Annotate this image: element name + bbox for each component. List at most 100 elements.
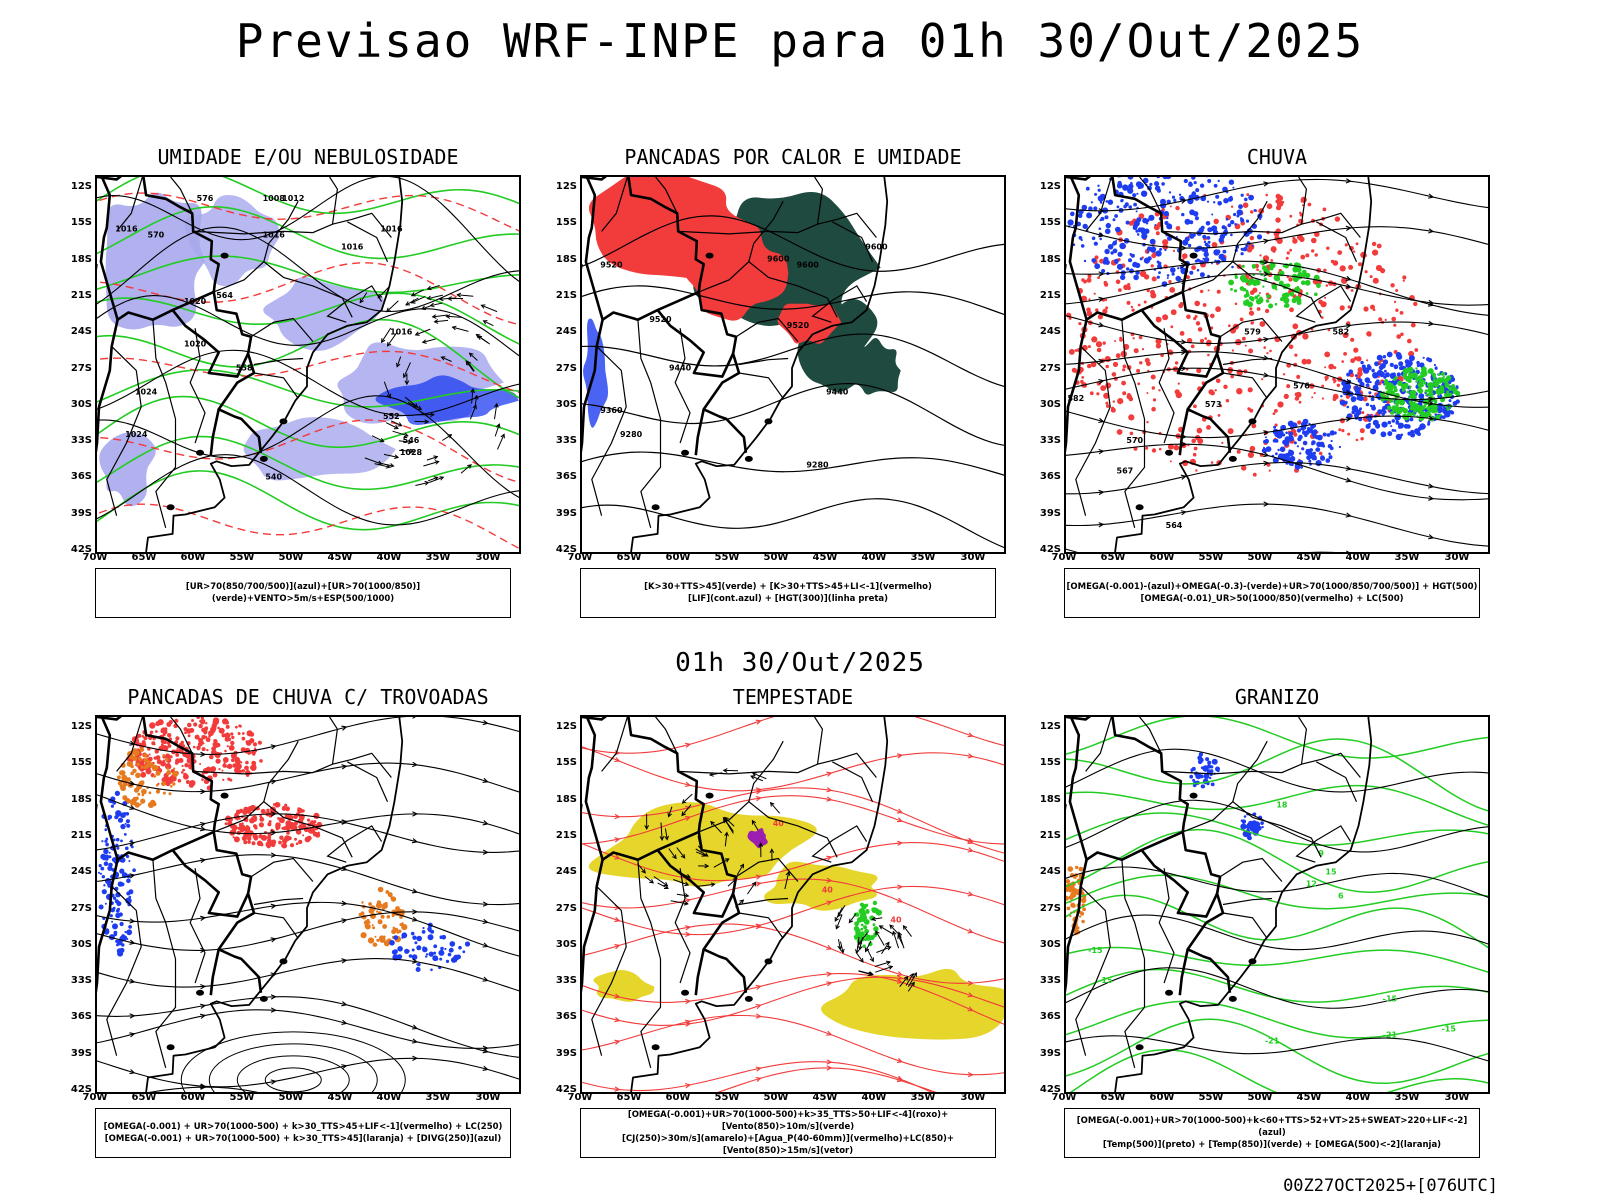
layer-isobars: [97, 177, 519, 526]
lon-tick-label: 50W: [763, 552, 789, 563]
lat-tick-label: 39S: [555, 508, 577, 519]
lon-tick-label: 60W: [180, 1092, 206, 1103]
cyclone-contours: [180, 1031, 406, 1092]
state-border: [329, 177, 339, 225]
state-border: [591, 345, 627, 516]
state-border: [116, 177, 143, 232]
lat-tick-label: 33S: [70, 435, 92, 446]
state-border: [1075, 345, 1111, 516]
lake: [196, 989, 205, 996]
lon-tick-label: 35W: [1394, 552, 1420, 563]
state-border: [253, 897, 304, 906]
state-border: [1219, 857, 1283, 882]
contour-label: 9600: [797, 261, 820, 270]
lon-tick-label: 45W: [1296, 552, 1322, 563]
state-border: [1222, 372, 1268, 399]
lon-tick-label: 50W: [763, 1092, 789, 1103]
contour-label: 1016: [115, 224, 138, 233]
lake: [744, 455, 753, 462]
lon-tick-label: 45W: [812, 1092, 838, 1103]
contour-label: 9520: [649, 315, 672, 324]
panel-chuva: CHUVA 582 579 576 573 570 567 564 582 12S 15S 18S 21…: [1027, 145, 1527, 635]
contour-label: 1016: [390, 327, 413, 336]
state-border: [678, 212, 877, 238]
country-border: [582, 717, 705, 833]
country-border: [1068, 177, 1184, 321]
contour-label: 9440: [669, 364, 692, 373]
country-border: [582, 177, 705, 293]
state-border: [253, 372, 299, 399]
state-border: [1295, 285, 1352, 323]
country-border: [582, 319, 604, 453]
lon-tick-label: 70W: [1051, 1092, 1077, 1103]
contour-label: 1016: [380, 224, 403, 233]
lake: [1189, 252, 1198, 259]
state-border: [116, 717, 143, 772]
lon-tick-label: 70W: [82, 552, 108, 563]
country-border: [97, 859, 119, 993]
state-border: [263, 200, 299, 262]
legend-box: [OMEGA(-0.001) + UR>70(1000-500) + k>30_…: [95, 1108, 511, 1158]
lon-tick-label: 55W: [229, 1092, 255, 1103]
lat-tick-label: 33S: [70, 975, 92, 986]
map-svg: -15 -15 -15 -15 -21 -21 18 15 12 9 6: [1066, 717, 1488, 1092]
lat-tick-label: 21S: [70, 830, 92, 841]
contour-label: 1008: [263, 194, 286, 203]
state-border: [601, 177, 628, 232]
state-border: [1121, 319, 1146, 528]
contour-label: 1028: [400, 448, 423, 457]
lon-tick-label: 30W: [475, 1092, 501, 1103]
layer-lc850: [582, 717, 1004, 1092]
state-border: [637, 859, 662, 1068]
lat-tick-label: 12S: [70, 721, 92, 732]
state-border: [193, 212, 392, 238]
state-border: [1222, 897, 1273, 906]
state-border: [152, 859, 177, 1068]
lat-tick-label: 18S: [1039, 794, 1061, 805]
contour-label: -15: [1088, 946, 1103, 955]
contour-label: 12: [1306, 879, 1317, 888]
lon-tick-label: 65W: [616, 552, 642, 563]
legend-line: [OMEGA(-0.001) + UR>70(1000-500) + k>30_…: [103, 1122, 503, 1132]
lake: [705, 792, 714, 799]
lake: [1165, 449, 1174, 456]
lat-tick-label: 36S: [555, 471, 577, 482]
legend-line: [OMEGA(-0.001)+UR>70(1000-500)+k<60+TTS>…: [1076, 1116, 1468, 1138]
contour-label: -21: [1265, 1037, 1280, 1046]
lon-tick-label: 65W: [616, 1092, 642, 1103]
lat-tick-label: 21S: [70, 290, 92, 301]
state-border: [1298, 717, 1308, 765]
state-border: [814, 717, 824, 765]
lake: [681, 989, 690, 996]
lat-tick-label: 21S: [555, 290, 577, 301]
coastline-east: [1114, 717, 1373, 1092]
lake: [651, 1044, 660, 1051]
lat-tick-label: 15S: [555, 217, 577, 228]
lon-tick-label: 65W: [131, 552, 157, 563]
state-border: [1085, 717, 1112, 772]
state-border: [698, 260, 838, 318]
state-border: [1158, 328, 1175, 444]
map-svg: 9600 9600 9600 9520 9520 9520 9440 9440 9360 9280…: [582, 177, 1004, 552]
country-border: [99, 177, 215, 321]
mid-title: 01h 30/Out/2025: [675, 648, 925, 678]
panel-title: CHUVA: [1246, 145, 1308, 169]
lat-tick-label: 33S: [1039, 975, 1061, 986]
lake: [705, 252, 714, 259]
lat-tick-label: 24S: [1039, 326, 1061, 337]
state-border: [326, 825, 383, 863]
contour-label: 1024: [125, 430, 148, 439]
contour-label: -15: [1383, 994, 1398, 1003]
lon-tick-label: 35W: [1394, 1092, 1420, 1103]
state-border: [738, 357, 789, 366]
panel-tempestade: TEMPESTADE 40 40 40 12S 15S 18S 21S 24S 27S 30S 33S…: [543, 685, 1043, 1175]
contour-label: 9360: [600, 406, 623, 415]
contour-label: 6: [1338, 892, 1344, 901]
lon-tick-label: 30W: [1444, 552, 1470, 563]
contour-label: 1020: [184, 297, 207, 306]
country-border: [584, 177, 700, 321]
map-geography: [97, 177, 404, 552]
contour-label: 540: [265, 472, 282, 481]
lake: [681, 449, 690, 456]
